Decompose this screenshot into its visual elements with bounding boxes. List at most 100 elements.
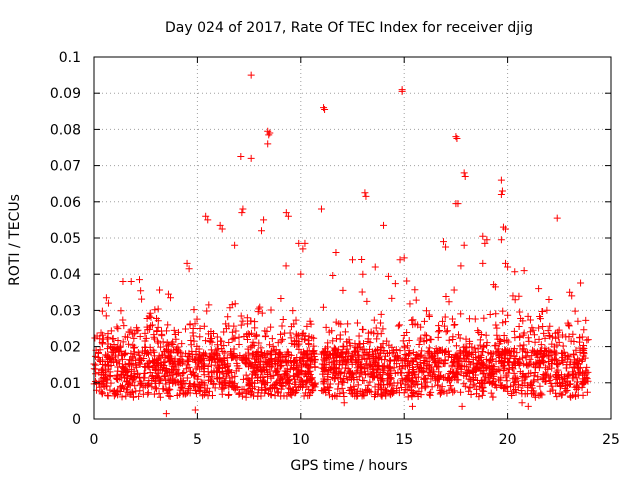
data-point: [340, 392, 348, 400]
data-point: [452, 133, 460, 141]
data-point: [377, 310, 385, 318]
data-point: [301, 239, 309, 247]
data-point: [364, 351, 372, 359]
data-point: [460, 169, 468, 177]
data-point: [364, 385, 372, 393]
data-point: [255, 305, 263, 313]
data-point: [104, 345, 112, 353]
data-point: [420, 354, 428, 362]
data-point: [292, 316, 300, 324]
data-point: [166, 392, 174, 400]
data-point: [329, 337, 337, 345]
data-point: [530, 372, 538, 380]
data-point: [406, 300, 414, 308]
data-point: [112, 353, 120, 361]
data-point: [91, 334, 99, 342]
data-point: [453, 134, 461, 142]
data-point: [510, 369, 518, 377]
data-point: [536, 349, 544, 357]
data-point: [456, 334, 464, 342]
data-point: [347, 352, 355, 360]
data-point: [548, 333, 556, 341]
data-point: [238, 355, 246, 363]
data-point: [553, 214, 561, 222]
data-point: [92, 370, 100, 378]
data-point: [203, 307, 211, 315]
data-point: [217, 357, 225, 365]
data-point: [523, 373, 531, 381]
data-point: [408, 402, 416, 410]
data-point: [412, 296, 420, 304]
data-point: [579, 375, 587, 383]
data-point: [420, 374, 428, 382]
data-point: [269, 342, 277, 350]
data-point: [534, 353, 542, 361]
data-point: [117, 370, 125, 378]
data-point: [405, 337, 413, 345]
data-point: [112, 344, 120, 352]
data-point: [277, 363, 285, 371]
data-point: [382, 390, 390, 398]
data-point: [336, 352, 344, 360]
data-point: [154, 337, 162, 345]
data-point: [232, 327, 240, 335]
data-point: [246, 380, 254, 388]
data-point: [142, 334, 150, 342]
data-point: [145, 312, 153, 320]
data-point: [105, 356, 113, 364]
data-point: [545, 296, 553, 304]
data-point: [454, 200, 462, 208]
data-point: [427, 336, 435, 344]
data-point: [535, 335, 543, 343]
data-point: [362, 371, 370, 379]
data-point: [372, 359, 380, 367]
data-point: [304, 357, 312, 365]
data-point: [230, 345, 238, 353]
data-point: [282, 209, 290, 217]
data-point: [404, 393, 412, 401]
data-point: [486, 356, 494, 364]
data-point: [290, 372, 298, 380]
data-point: [377, 330, 385, 338]
data-point: [427, 388, 435, 396]
data-point: [426, 391, 434, 399]
data-point: [413, 377, 421, 385]
data-point: [526, 355, 534, 363]
data-point: [351, 343, 359, 351]
data-point: [394, 369, 402, 377]
data-point: [339, 342, 347, 350]
data-point: [337, 320, 345, 328]
data-point: [551, 351, 559, 359]
data-point: [479, 232, 487, 240]
data-point: [483, 236, 491, 244]
data-point: [562, 333, 570, 341]
data-point: [167, 348, 175, 356]
data-point: [390, 386, 398, 394]
data-point: [515, 361, 523, 369]
data-point: [378, 344, 386, 352]
data-point: [279, 316, 287, 324]
data-point: [538, 308, 546, 315]
data-point: [237, 312, 245, 320]
data-point: [489, 366, 497, 374]
data-point: [345, 336, 353, 344]
data-point: [568, 292, 576, 300]
data-point: [218, 225, 226, 233]
data-point: [170, 326, 178, 334]
data-point: [559, 342, 567, 350]
data-point: [558, 357, 566, 365]
data-point: [358, 288, 366, 296]
data-point: [492, 348, 500, 356]
data-point: [400, 332, 408, 340]
data-point: [449, 335, 457, 343]
data-point: [336, 331, 344, 339]
data-point: [475, 393, 483, 401]
data-point: [119, 355, 127, 363]
data-point: [274, 339, 282, 347]
data-point: [324, 370, 332, 378]
data-point: [109, 388, 117, 396]
data-point: [489, 393, 497, 401]
data-point: [166, 357, 174, 365]
data-point: [359, 270, 367, 278]
data-point: [583, 363, 591, 371]
